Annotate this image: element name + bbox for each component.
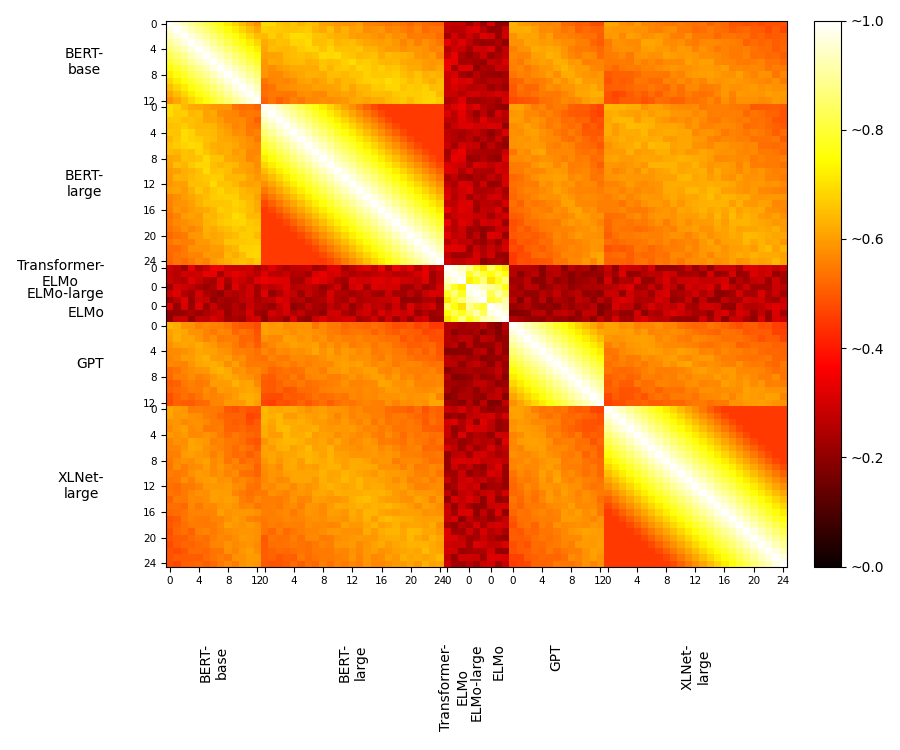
Text: BERT-
base: BERT- base <box>199 643 229 682</box>
Text: ELMo: ELMo <box>491 643 505 680</box>
Text: ELMo-large: ELMo-large <box>470 643 483 721</box>
Text: BERT-
large: BERT- large <box>65 170 104 200</box>
Text: ELMo: ELMo <box>68 306 104 320</box>
Text: Transformer-
ELMo: Transformer- ELMo <box>439 643 470 730</box>
Text: GPT: GPT <box>76 357 104 371</box>
Text: XLNet-
large: XLNet- large <box>680 643 710 689</box>
Text: ELMo-large: ELMo-large <box>27 286 104 301</box>
Text: XLNet-
large: XLNet- large <box>58 471 104 502</box>
Text: BERT-
base: BERT- base <box>65 47 104 77</box>
Text: BERT-
large: BERT- large <box>338 643 367 682</box>
Text: GPT: GPT <box>550 643 563 670</box>
Text: Transformer-
ELMo: Transformer- ELMo <box>17 260 104 290</box>
